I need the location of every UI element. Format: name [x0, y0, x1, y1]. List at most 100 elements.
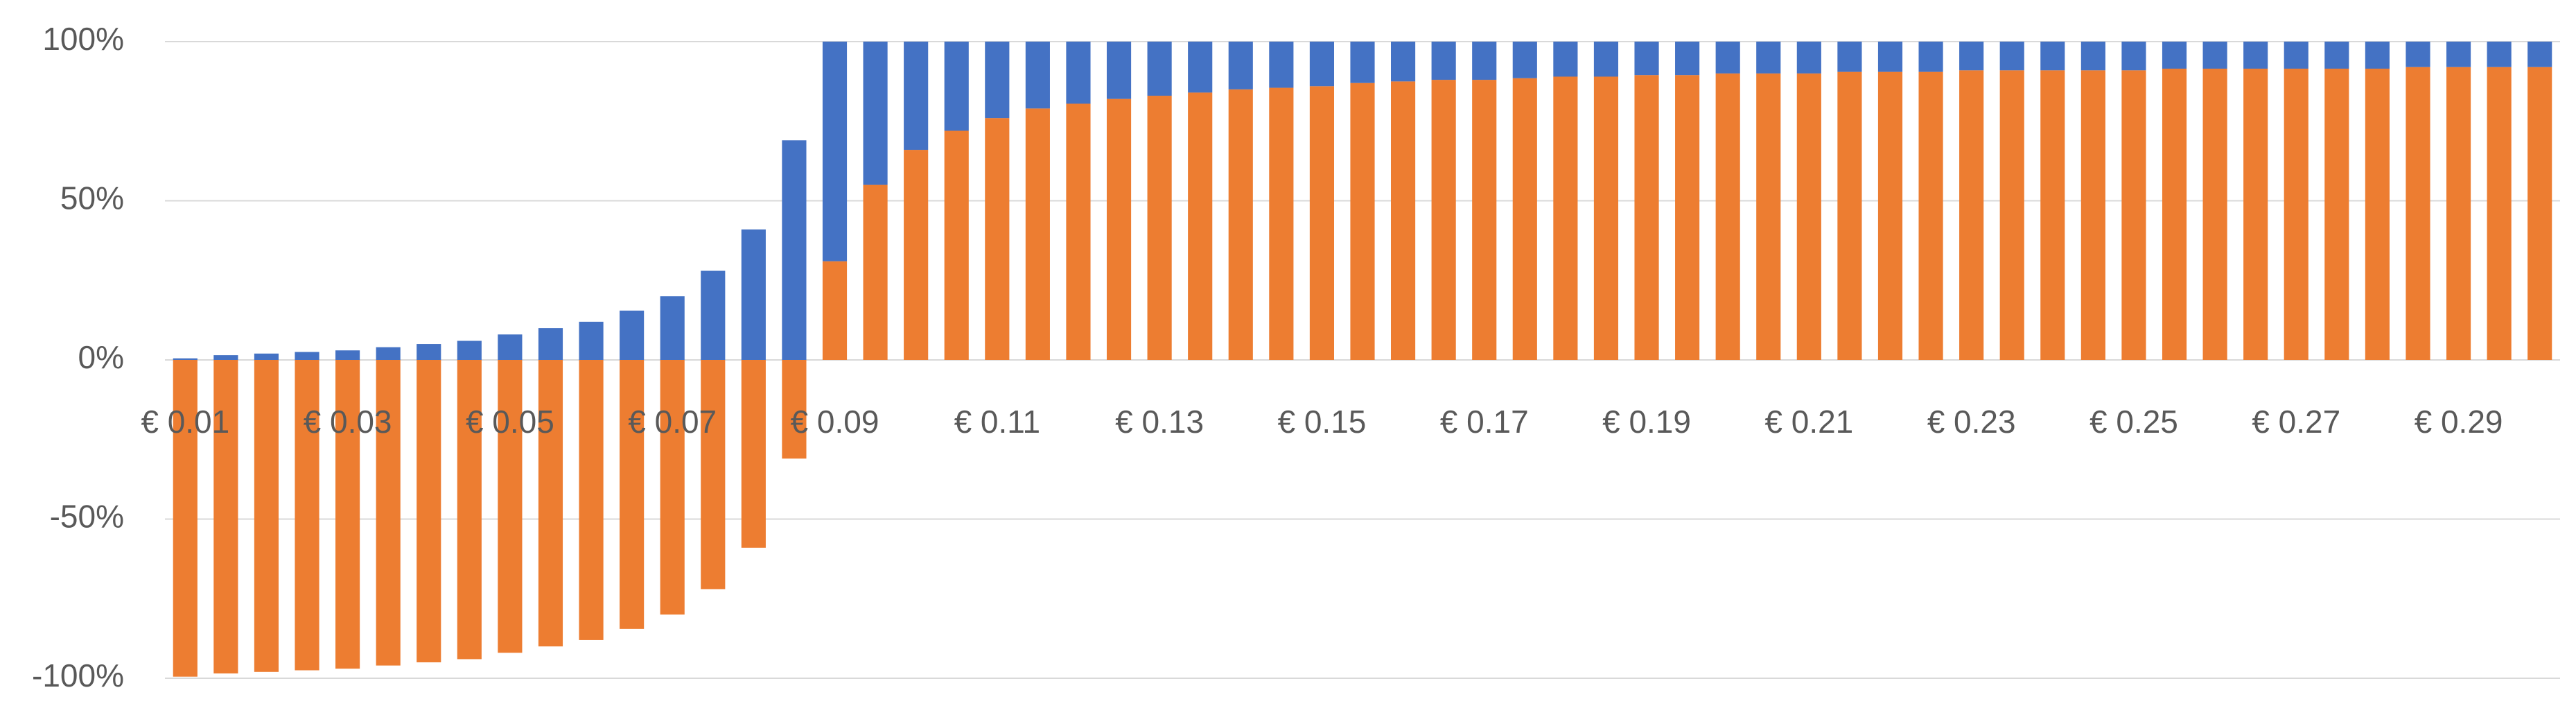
- bar-segment: [863, 42, 888, 185]
- bar-segment: [376, 347, 401, 360]
- bar-segment: [2446, 67, 2471, 360]
- bar-segment: [1756, 42, 1781, 74]
- bar-segment: [2284, 42, 2308, 69]
- x-tick-label: € 0.21: [1764, 404, 1853, 440]
- bar-segment: [1472, 80, 1497, 360]
- bar-segment: [2487, 67, 2512, 360]
- bar-segment: [1309, 86, 1334, 360]
- y-tick-label: 0%: [78, 339, 124, 375]
- x-tick-label: € 0.19: [1602, 404, 1691, 440]
- bar-segment: [1228, 89, 1253, 360]
- bar-segment: [782, 140, 807, 361]
- bar-segment: [579, 360, 604, 640]
- bar-segment: [2121, 70, 2146, 360]
- bar-segment: [1512, 78, 1537, 360]
- bar-segment: [2162, 42, 2187, 69]
- bar-segment: [2162, 69, 2187, 360]
- bar-segment: [2243, 69, 2268, 360]
- bar-segment: [2202, 69, 2227, 360]
- bar-segment: [1350, 42, 1375, 83]
- bar-segment: [335, 350, 360, 360]
- bar-segment: [254, 353, 279, 360]
- x-tick-label: € 0.29: [2415, 404, 2503, 440]
- bar-segment: [1025, 42, 1050, 109]
- bar-segment: [2080, 70, 2105, 360]
- bar-segment: [213, 355, 238, 360]
- bar-segment: [2324, 69, 2349, 360]
- bar-segment: [1066, 42, 1091, 104]
- x-tick-label: € 0.23: [1927, 404, 2016, 440]
- bar-segment: [1675, 42, 1700, 76]
- bar-segment: [1553, 76, 1578, 361]
- bar-segment: [944, 130, 969, 360]
- bar-segment: [904, 150, 929, 360]
- bar-segment: [822, 42, 848, 261]
- x-tick-label: € 0.25: [2089, 404, 2178, 440]
- bar-segment: [2365, 42, 2390, 69]
- bar-segment: [1999, 42, 2024, 71]
- x-tick-label: € 0.05: [466, 404, 554, 440]
- bar-segment: [1675, 75, 1700, 360]
- bar-segment: [904, 42, 929, 150]
- x-tick-label: € 0.01: [141, 404, 229, 440]
- bar-segment: [295, 352, 319, 360]
- bar-segment: [1106, 42, 1132, 99]
- bar-segment: [457, 341, 482, 360]
- bar-segment: [457, 360, 482, 660]
- bar-segment: [1756, 73, 1781, 361]
- x-tick-label: € 0.03: [304, 404, 392, 440]
- x-tick-label: € 0.09: [791, 404, 879, 440]
- bar-segment: [944, 42, 969, 131]
- x-tick-label: € 0.17: [1440, 404, 1529, 440]
- bar-segment: [2080, 42, 2105, 71]
- bar-segment: [1634, 42, 1659, 76]
- bar-segment: [620, 360, 645, 629]
- bar-segment: [538, 328, 563, 360]
- bar-segment: [1715, 42, 1740, 74]
- bar-segment: [2406, 42, 2430, 67]
- bar-segment: [1959, 42, 1984, 71]
- y-tick-label: -100%: [32, 657, 124, 694]
- bar-segment: [2324, 42, 2349, 69]
- bar-segment: [295, 360, 319, 671]
- bar-segment: [1512, 42, 1537, 78]
- bar-segment: [417, 360, 441, 663]
- bar-segment: [1593, 76, 1619, 361]
- x-tick-label: € 0.13: [1115, 404, 1204, 440]
- bar-segment: [660, 296, 685, 360]
- bar-segment: [173, 358, 198, 360]
- bar-segment: [1066, 103, 1091, 360]
- bar-segment: [1309, 42, 1334, 87]
- bar-segment: [2527, 42, 2552, 67]
- y-tick-label: 100%: [42, 21, 124, 57]
- bar-segment: [782, 360, 807, 459]
- bar-segment: [2121, 42, 2146, 71]
- bar-segment: [985, 118, 1010, 360]
- bar-segment: [417, 344, 441, 360]
- bar-segment: [741, 229, 766, 360]
- bar-segment: [1431, 42, 1456, 80]
- bar-segment: [701, 270, 726, 360]
- bar-segment: [2365, 69, 2390, 360]
- bar-segment: [822, 261, 848, 360]
- y-tick-label: -50%: [50, 499, 124, 535]
- bar-segment: [1553, 42, 1578, 77]
- bar-segment: [1269, 42, 1294, 88]
- bar-segment: [660, 360, 685, 615]
- bar-segment: [741, 360, 766, 548]
- bar-segment: [2284, 69, 2308, 360]
- x-tick-label: € 0.11: [954, 404, 1040, 440]
- bar-segment: [213, 360, 238, 674]
- bar-segment: [376, 360, 401, 666]
- bar-segment: [498, 334, 523, 360]
- bar-segment: [1837, 71, 1862, 360]
- bar-segment: [1472, 42, 1497, 80]
- bar-segment: [498, 360, 523, 653]
- bar-segment: [254, 360, 279, 672]
- bar-segment: [1877, 42, 1903, 72]
- bar-segment: [701, 360, 726, 589]
- bar-segment: [1391, 42, 1416, 82]
- bar-segment: [1918, 71, 1943, 360]
- bar-segment: [620, 310, 645, 360]
